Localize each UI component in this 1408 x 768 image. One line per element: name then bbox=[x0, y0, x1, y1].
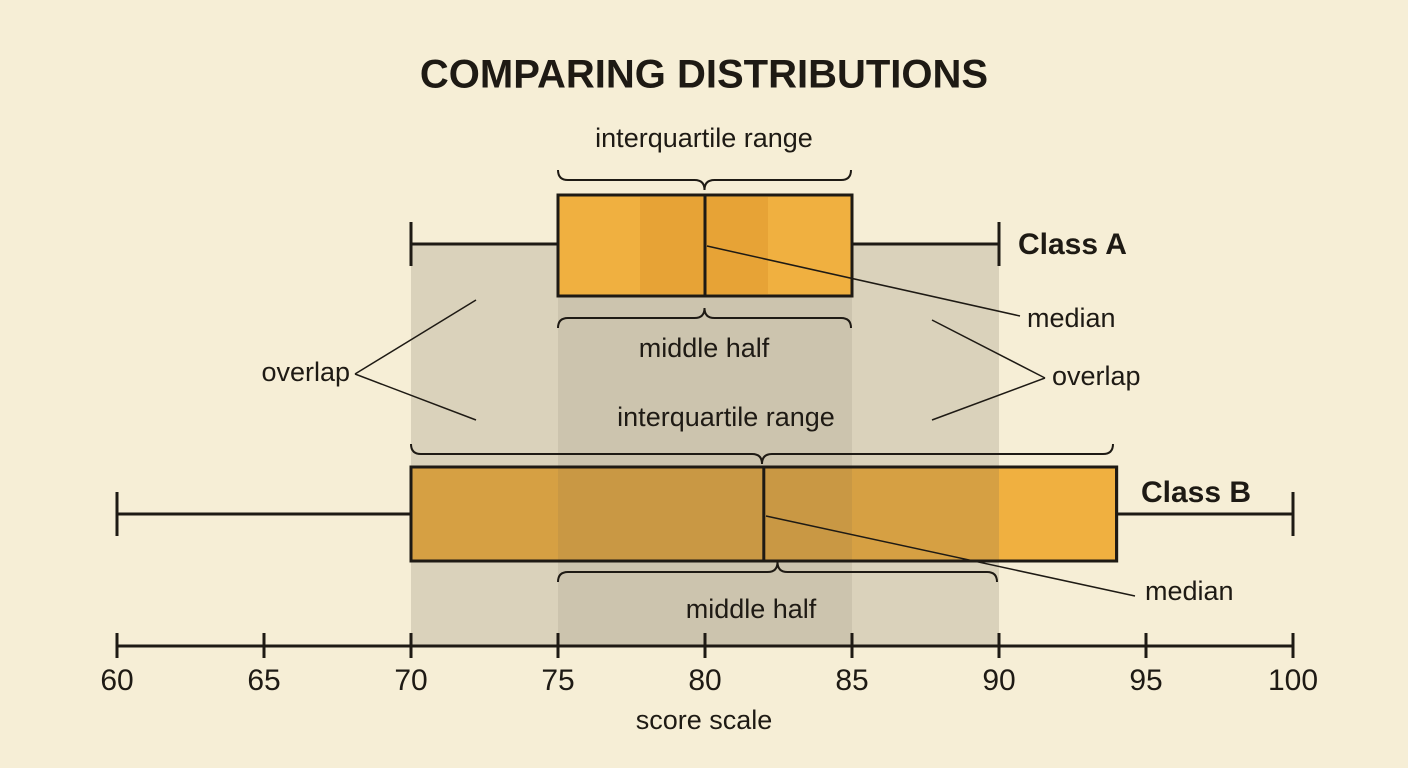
iqr-brace bbox=[557, 169, 852, 191]
annotation: middle half bbox=[639, 333, 770, 363]
x-axis-label: score scale bbox=[636, 705, 773, 735]
chart-title: COMPARING DISTRIBUTIONS bbox=[420, 53, 988, 97]
annotation: middle half bbox=[686, 594, 817, 624]
x-tick-label: 85 bbox=[835, 664, 868, 697]
leader bbox=[931, 377, 1046, 421]
leader bbox=[354, 299, 477, 375]
annotation: median bbox=[1027, 303, 1116, 333]
x-tick-label: 95 bbox=[1129, 664, 1162, 697]
leader bbox=[354, 373, 477, 421]
x-tick-label: 80 bbox=[688, 664, 721, 697]
x-tick-label: 70 bbox=[394, 664, 427, 697]
leader bbox=[931, 319, 1046, 379]
middle-brace bbox=[557, 561, 998, 583]
annotation: median bbox=[1145, 576, 1234, 606]
x-tick-label: 60 bbox=[100, 664, 133, 697]
x-tick-label: 75 bbox=[541, 664, 574, 697]
annotation: overlap bbox=[1052, 361, 1141, 391]
x-tick-label: 90 bbox=[982, 664, 1015, 697]
overlap-core bbox=[558, 296, 852, 646]
middle-brace bbox=[557, 307, 852, 329]
series-label: Class A bbox=[1018, 228, 1127, 261]
annotation: interquartile range bbox=[617, 402, 835, 432]
leader bbox=[706, 245, 1021, 317]
annotation: overlap bbox=[261, 357, 350, 387]
annotation: interquartile range bbox=[595, 123, 813, 153]
x-tick-label: 100 bbox=[1268, 664, 1318, 697]
leader bbox=[765, 515, 1136, 597]
series-label: Class B bbox=[1141, 476, 1251, 509]
iqr-brace bbox=[410, 443, 1114, 465]
x-tick-label: 65 bbox=[247, 664, 280, 697]
